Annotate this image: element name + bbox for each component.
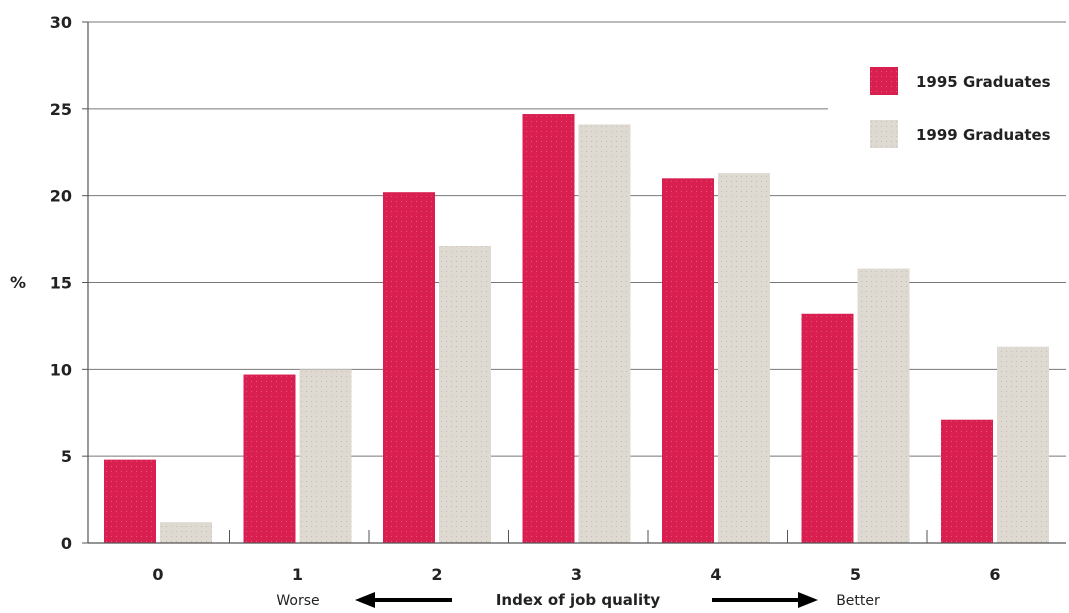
- bar-1995-0: [104, 459, 156, 543]
- bar-1995-1: [243, 374, 296, 543]
- y-tick-label: 0: [61, 534, 72, 553]
- x-tick-label: 2: [431, 565, 442, 584]
- legend-label-1995: 1995 Graduates: [916, 73, 1051, 91]
- y-tick-label: 30: [50, 13, 72, 32]
- bar-1999-5: [857, 268, 910, 543]
- x-axis-annotation: Worse Index of job quality Better: [276, 591, 880, 609]
- right-arrow-icon: [798, 592, 818, 608]
- bar-1995-6: [941, 419, 993, 543]
- legend-swatch-1999: [870, 120, 898, 148]
- y-axis-label: %: [10, 273, 26, 292]
- x-tick-label: 0: [152, 565, 163, 584]
- bar-1999-1: [299, 369, 352, 543]
- x-tick-label: 5: [850, 565, 861, 584]
- y-tick-label: 25: [50, 100, 72, 119]
- y-tick-labels: 0 5 10 15 20 25 30: [50, 13, 72, 553]
- x-tick-label: 1: [292, 565, 303, 584]
- x-axis-label: Index of job quality: [496, 591, 661, 609]
- x-tick-labels: 0 1 2 3 4 5 6: [152, 565, 1000, 584]
- x-tick-label: 4: [710, 565, 721, 584]
- y-tick-label: 5: [61, 447, 72, 466]
- x-tick-label: 6: [989, 565, 1000, 584]
- bar-1999-2: [439, 246, 491, 543]
- y-tick-label: 10: [50, 360, 72, 379]
- x-tick-label: 3: [571, 565, 582, 584]
- bar-1995-5: [801, 313, 854, 543]
- bar-1995-4: [662, 178, 714, 544]
- legend-swatch-1995: [870, 67, 898, 95]
- bar-1995-3: [522, 114, 575, 543]
- y-tick-label: 15: [50, 274, 72, 293]
- better-label: Better: [836, 593, 880, 609]
- bars: [104, 114, 1049, 544]
- bar-1999-0: [160, 522, 212, 543]
- bar-1995-2: [383, 192, 435, 543]
- worse-label: Worse: [276, 593, 319, 609]
- legend-label-1999: 1999 Graduates: [916, 126, 1051, 144]
- legend: 1995 Graduates 1999 Graduates: [870, 67, 1051, 148]
- bar-1999-4: [718, 173, 770, 543]
- y-tick-label: 20: [50, 187, 72, 206]
- left-arrow-icon: [355, 592, 375, 608]
- bar-1999-6: [997, 346, 1049, 543]
- bar-1999-3: [578, 124, 631, 544]
